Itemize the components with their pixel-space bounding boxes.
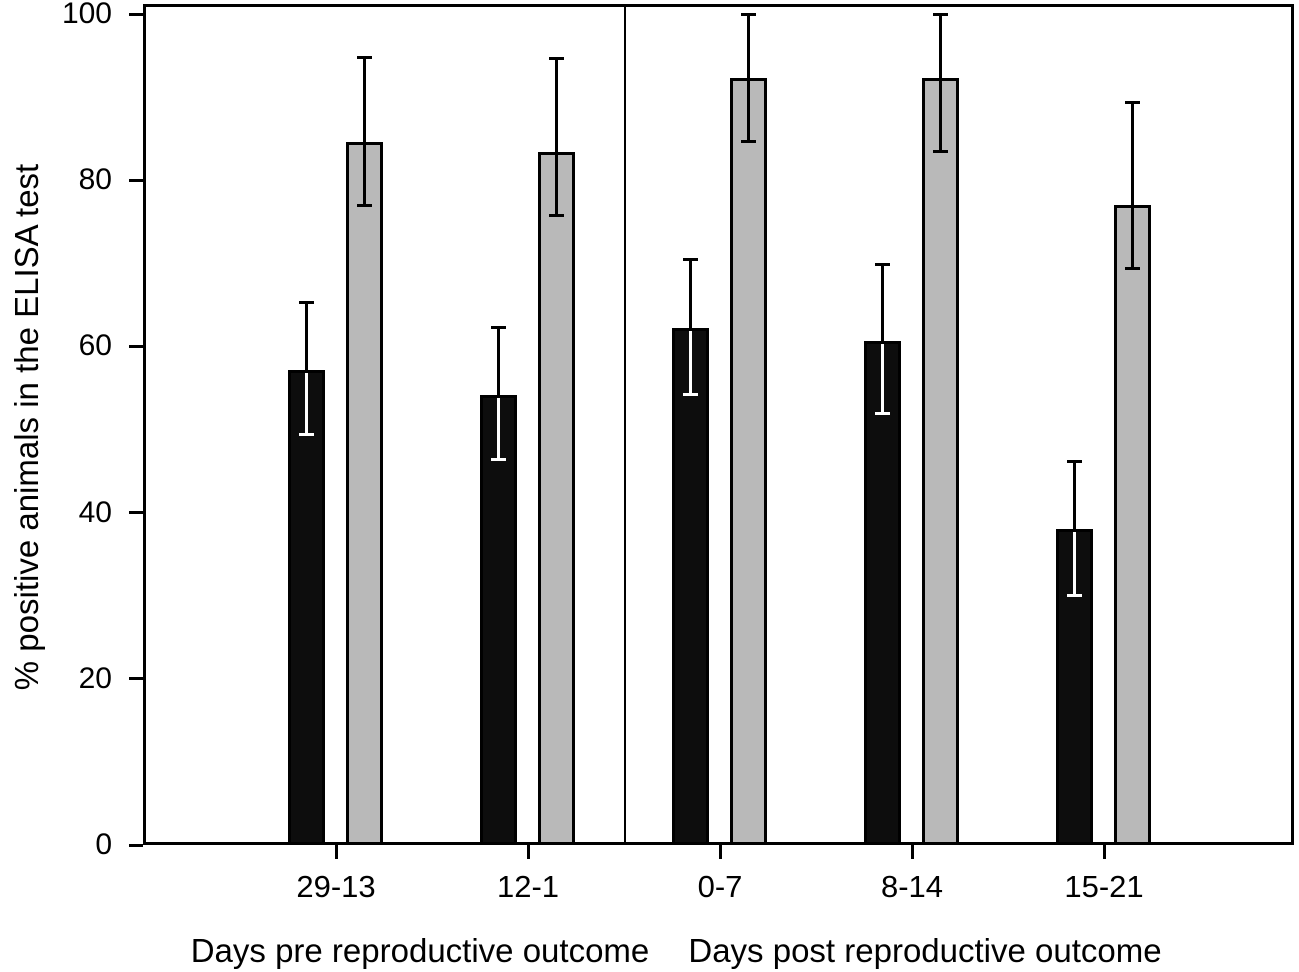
- y-axis-tick: [129, 178, 143, 182]
- error-bar-line-bottom-grey-bars-15-21: [1131, 208, 1134, 269]
- error-bar-cap-top-black-bars-12-1: [491, 325, 506, 329]
- bar-black-bars-12-1: [480, 394, 517, 845]
- error-bar-line-bottom-grey-bars-12-1: [555, 154, 558, 216]
- bar-grey-bars-0-7: [730, 77, 767, 845]
- error-bar-cap-top-black-bars-29-13: [299, 300, 314, 304]
- error-bar-line-top-grey-bars-29-13: [363, 57, 366, 142]
- bar-black-bars-29-13: [288, 369, 325, 845]
- y-axis-title: % positive animals in the ELISA test: [8, 163, 45, 691]
- x-tick-label: 12-1: [496, 869, 560, 904]
- x-axis-tick: [334, 845, 338, 859]
- y-tick-label: 0: [95, 828, 112, 861]
- error-bar-cap-bottom-black-bars-0-7: [683, 393, 698, 397]
- error-bar-line-top-grey-bars-0-7: [747, 14, 750, 78]
- x-axis-title-post: Days post reproductive outcome: [688, 932, 1162, 969]
- bar-grey-bars-29-13: [346, 141, 383, 845]
- error-bar-cap-top-grey-bars-0-7: [741, 12, 756, 16]
- error-bar-cap-top-grey-bars-8-14: [933, 12, 948, 16]
- error-bar-cap-bottom-black-bars-8-14: [875, 412, 890, 416]
- error-bar-line-top-black-bars-29-13: [305, 302, 308, 370]
- x-axis-tick: [718, 845, 722, 859]
- error-bar-line-bottom-black-bars-0-7: [689, 331, 692, 395]
- error-bar-line-top-grey-bars-8-14: [939, 14, 942, 78]
- error-bar-cap-top-black-bars-15-21: [1067, 460, 1082, 464]
- x-tick-label: 15-21: [1064, 869, 1144, 904]
- error-bar-line-bottom-black-bars-12-1: [497, 397, 500, 460]
- error-bar-cap-bottom-grey-bars-12-1: [549, 214, 564, 218]
- error-bar-cap-top-black-bars-8-14: [875, 263, 890, 267]
- error-bar-line-bottom-black-bars-15-21: [1073, 532, 1076, 596]
- error-bar-cap-bottom-grey-bars-15-21: [1125, 266, 1140, 270]
- panel-divider-line: [624, 4, 626, 845]
- y-axis-tick: [129, 843, 143, 847]
- y-axis-tick: [129, 677, 143, 681]
- bar-grey-bars-8-14: [922, 77, 959, 845]
- x-tick-label: 29-13: [296, 869, 376, 904]
- error-bar-cap-bottom-black-bars-15-21: [1067, 594, 1082, 598]
- bar-black-bars-0-7: [672, 328, 709, 845]
- y-tick-label: 100: [61, 0, 112, 30]
- y-axis-tick: [129, 344, 143, 348]
- error-bar-line-top-grey-bars-15-21: [1131, 102, 1134, 206]
- error-bar-line-top-grey-bars-12-1: [555, 58, 558, 152]
- error-bar-line-bottom-black-bars-8-14: [881, 343, 884, 414]
- error-bar-cap-bottom-grey-bars-0-7: [741, 140, 756, 144]
- error-bar-line-bottom-grey-bars-29-13: [363, 144, 366, 206]
- error-bar-line-bottom-grey-bars-8-14: [939, 80, 942, 152]
- y-axis-tick: [129, 511, 143, 515]
- error-bar-cap-bottom-grey-bars-8-14: [933, 149, 948, 153]
- y-tick-label: 40: [78, 495, 112, 529]
- error-bar-cap-top-grey-bars-12-1: [549, 56, 564, 60]
- bar-grey-bars-12-1: [538, 151, 575, 845]
- bar-grey-bars-15-21: [1114, 205, 1151, 845]
- error-bar-cap-top-black-bars-0-7: [683, 258, 698, 262]
- error-bar-cap-bottom-black-bars-29-13: [299, 432, 314, 436]
- error-bar-line-bottom-grey-bars-0-7: [747, 80, 750, 142]
- y-axis-tick: [129, 12, 143, 16]
- y-tick-label: 80: [78, 163, 112, 197]
- error-bar-cap-bottom-grey-bars-29-13: [357, 203, 372, 207]
- x-axis-title-pre: Days pre reproductive outcome: [190, 932, 650, 969]
- bar-black-bars-8-14: [864, 340, 901, 845]
- error-bar-line-top-black-bars-0-7: [689, 259, 692, 329]
- y-tick-label: 20: [78, 661, 112, 695]
- error-bar-cap-bottom-black-bars-12-1: [491, 457, 506, 461]
- x-axis-tick: [526, 845, 530, 859]
- y-tick-label: 60: [78, 329, 112, 363]
- error-bar-line-top-black-bars-15-21: [1073, 461, 1076, 530]
- error-bar-line-top-black-bars-12-1: [497, 327, 500, 395]
- error-bar-cap-top-grey-bars-15-21: [1125, 101, 1140, 105]
- plot-area: [143, 4, 1294, 845]
- error-bar-line-top-black-bars-8-14: [881, 264, 884, 341]
- error-bar-line-bottom-black-bars-29-13: [305, 372, 308, 435]
- error-bar-cap-top-grey-bars-29-13: [357, 55, 372, 59]
- x-axis-tick: [910, 845, 914, 859]
- x-tick-label: 0-7: [697, 869, 743, 904]
- x-axis-tick: [1102, 845, 1106, 859]
- x-tick-label: 8-14: [880, 869, 944, 904]
